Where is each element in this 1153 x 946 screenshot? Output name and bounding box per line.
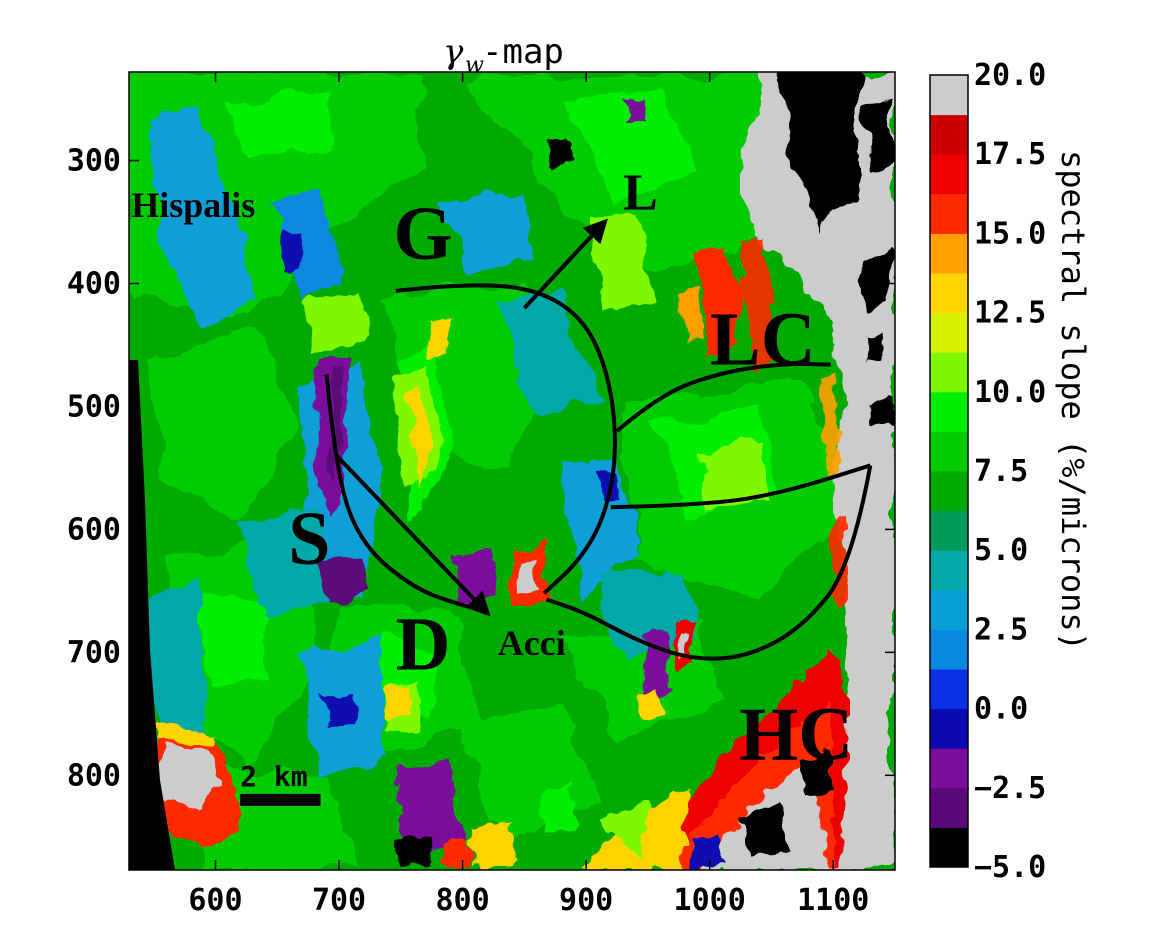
colorbar-tick-label: −2.5 (974, 771, 1046, 806)
x-tick-label: 700 (312, 883, 366, 918)
scale-bar: 2 km (240, 760, 321, 806)
colorbar-tick-label: −5.0 (974, 850, 1046, 885)
plot-frame (128, 71, 896, 871)
direction-arrows (335, 218, 608, 617)
colorbar-level (930, 273, 968, 314)
outline-lc (615, 361, 831, 433)
annotation-label: G (393, 192, 452, 276)
y-tick-label: 800 (67, 758, 121, 793)
title-suffix: -map (482, 32, 564, 72)
arrow (335, 454, 491, 617)
region-outlines (324, 283, 873, 661)
colorbar-level (930, 550, 968, 591)
colorbar-level (930, 391, 968, 432)
colorbar-level (930, 352, 968, 393)
arrow (522, 218, 608, 310)
colorbar-level (930, 629, 968, 670)
colorbar-level (930, 748, 968, 789)
colorbar-level (930, 431, 968, 472)
title-symbol: γ (443, 32, 464, 72)
region-annotations: Hispalis G L LC SD Acci HC (131, 165, 853, 777)
x-tick-label: 900 (559, 883, 613, 918)
colorbar-ticks: 20.0 17.5 15.0 12.5 10.0 7.5 5.0 2.5 0.0 −2.5 −5.0 (974, 58, 1046, 885)
colorbar-level (930, 589, 968, 630)
annotation-label: Hispalis (131, 185, 255, 225)
colorbar-level (930, 75, 968, 116)
colorbar-level (930, 471, 968, 512)
colorbar-level (930, 827, 968, 868)
colorbar-level (930, 233, 968, 274)
colorbar-level (930, 312, 968, 353)
map-image (129, 72, 895, 870)
y-tick-label: 600 (67, 512, 121, 547)
colorbar-tick-label: 7.5 (974, 454, 1028, 489)
colorbar-tick-label: 2.5 (974, 612, 1028, 647)
outline-s (324, 374, 482, 612)
colorbar-tick-label: 12.5 (974, 296, 1046, 331)
y-tick-label: 400 (67, 266, 121, 301)
colorbar-tick-label: 20.0 (974, 58, 1046, 93)
x-tick-label: 800 (435, 883, 489, 918)
colorbar-tick-label: 5.0 (974, 533, 1028, 568)
colorbar-frame (929, 74, 969, 868)
annotation-label: Acci (498, 623, 566, 663)
colorbar-level (930, 708, 968, 749)
colorbar-level (930, 154, 968, 195)
colorbar-level (930, 193, 968, 234)
scale-bar-label: 2 km (240, 760, 307, 793)
scale-bar-line (240, 793, 321, 806)
colorbar-level (930, 510, 968, 551)
annotation-label: S (288, 497, 330, 581)
colorbar-tick-label: 10.0 (974, 375, 1046, 410)
annotation-label: L (623, 165, 658, 222)
colorbar-level (930, 787, 968, 828)
x-tick-label: 1000 (674, 883, 746, 918)
outline-g (395, 283, 617, 595)
colorbar-tick-label: 0.0 (974, 692, 1028, 727)
x-axis: 600 700 800 900 1000 1100 (188, 72, 869, 918)
outline-hc-right (545, 465, 873, 661)
y-axis: 300 400 500 600 700 800 (67, 144, 895, 793)
y-tick-label: 300 (67, 144, 121, 179)
colorbar-level (930, 114, 968, 155)
colorbar-tick-label: 15.0 (974, 216, 1046, 251)
x-tick-label: 600 (188, 883, 242, 918)
annotation-label: LC (710, 298, 816, 382)
colorbar-level (930, 669, 968, 710)
chart-title: γ w -map (443, 32, 564, 78)
colorbar-tick-label: 17.5 (974, 137, 1046, 172)
y-tick-label: 700 (67, 635, 121, 670)
colorbar-label: spectral slope (%/microns) (1054, 150, 1092, 651)
x-tick-label: 1100 (797, 883, 869, 918)
outline-hc-left (610, 463, 871, 510)
annotation-label: HC (739, 692, 853, 776)
colorbar (929, 74, 969, 868)
y-tick-label: 500 (67, 389, 121, 424)
annotation-label: D (396, 603, 451, 687)
